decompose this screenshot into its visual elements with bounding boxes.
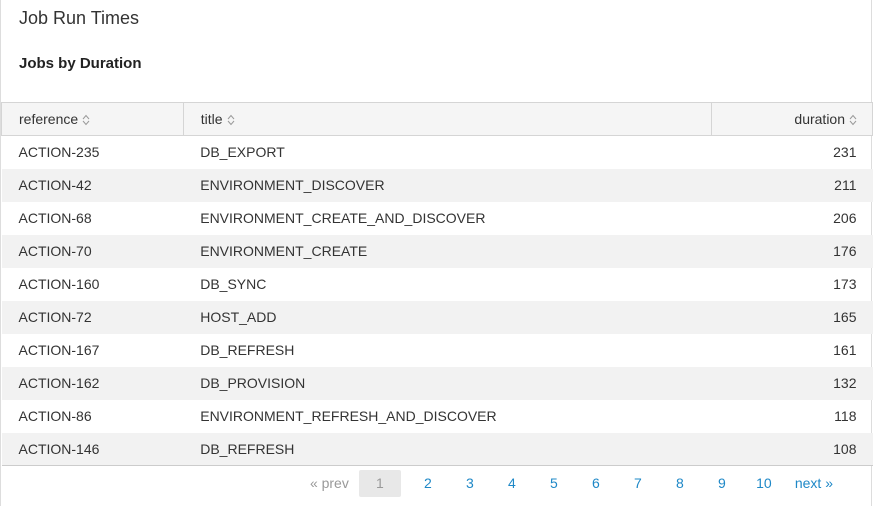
table-cell: 165 [711,300,873,334]
column-label: reference [19,111,79,127]
table-cell: ACTION-68 [18,210,92,226]
table-cell: ACTION-146 [1,432,184,466]
table-cell: 206 [833,210,857,226]
table-cell: ACTION-42 [1,168,184,202]
table-cell: 118 [834,408,857,424]
table-row: ACTION-162 DB_PROVISION 132 [1,366,873,400]
column-label: title [200,111,223,127]
page-link[interactable]: 10 [756,475,772,491]
prev-link[interactable]: « prev [309,475,349,491]
table-cell: DB_REFRESH [183,432,712,466]
page-link[interactable]: 5 [549,475,558,491]
table-cell: ACTION-235 [18,144,100,161]
table-cell: ACTION-167 [18,342,100,358]
panel-title: Jobs by Duration [19,55,142,72]
table-cell: 231 [833,144,857,161]
table-cell: 176 [711,234,873,268]
table-cell: ENVIRONMENT_DISCOVER [183,168,712,202]
table-row: ACTION-68 ENVIRONMENT_CREATE_AND_DISCOVER… [2,202,873,235]
table-cell: HOST_ADD [183,300,712,334]
table-row: ACTION-160 DB_SYNC 173 [2,268,873,301]
table-cell: DB_EXPORT [200,144,285,161]
table-cell: DB_REFRESH [200,342,295,358]
table-cell: ACTION-162 [1,366,184,400]
dashboard-title: Job Run Times [19,8,140,28]
table-cell: ACTION-160 [18,276,100,292]
page-link[interactable]: 9 [717,475,726,491]
header-row: reference title duration [1,102,873,136]
table-cell: ACTION-70 [1,234,184,268]
table-row: ACTION-72 HOST_ADD 165 [1,300,873,334]
next-link[interactable]: next » [794,475,833,491]
column-label: duration [794,111,845,127]
table-cell: ACTION-86 [18,408,92,424]
table-row: ACTION-70 ENVIRONMENT_CREATE 176 [1,234,873,268]
page-link[interactable]: 4 [507,475,516,491]
table-cell: DB_PROVISION [183,366,712,400]
table-body: ACTION-235 DB_EXPORT 231 ACTION-42 ENVIRONME… [1,136,873,466]
table-row: ACTION-42 ENVIRONMENT_DISCOVER 211 [1,168,873,202]
page-link[interactable]: 3 [465,475,474,491]
pagination: « prev 1 2 3 4 5 6 7 8 9 10 next » [300,470,843,497]
sort-icon [82,115,90,126]
sort-icon [227,115,234,126]
results-table: reference title duration ACTION-235 DB_EXPO… [1,102,873,466]
page-link[interactable]: 8 [675,475,684,491]
table-row: ACTION-86 ENVIRONMENT_REFRESH_AND_DISCOVE… [2,400,873,433]
page-link[interactable]: 1 [358,470,401,497]
table-cell: ENVIRONMENT_REFRESH_AND_DISCOVER [200,408,497,424]
table-cell: 211 [711,168,873,202]
table-cell: ENVIRONMENT_CREATE_AND_DISCOVER [200,210,486,226]
table-cell: 132 [711,366,873,400]
column-header[interactable]: reference [1,102,184,136]
column-header[interactable]: duration [711,102,873,136]
page-link[interactable]: 6 [591,475,600,491]
table-cell: ENVIRONMENT_CREATE [183,234,712,268]
page-link[interactable]: 7 [633,475,642,491]
table-cell: 108 [711,432,873,466]
table-cell: DB_SYNC [200,276,267,292]
page-link[interactable]: 2 [423,475,432,491]
table-row: ACTION-167 DB_REFRESH 161 [2,334,873,367]
table-row: ACTION-146 DB_REFRESH 108 [1,432,873,466]
table-cell: 161 [833,342,857,358]
table-cell: 173 [833,276,857,292]
column-header[interactable]: title [182,102,713,136]
sort-icon [849,115,857,126]
table-row: ACTION-235 DB_EXPORT 231 [2,136,873,169]
table-cell: ACTION-72 [1,300,184,334]
